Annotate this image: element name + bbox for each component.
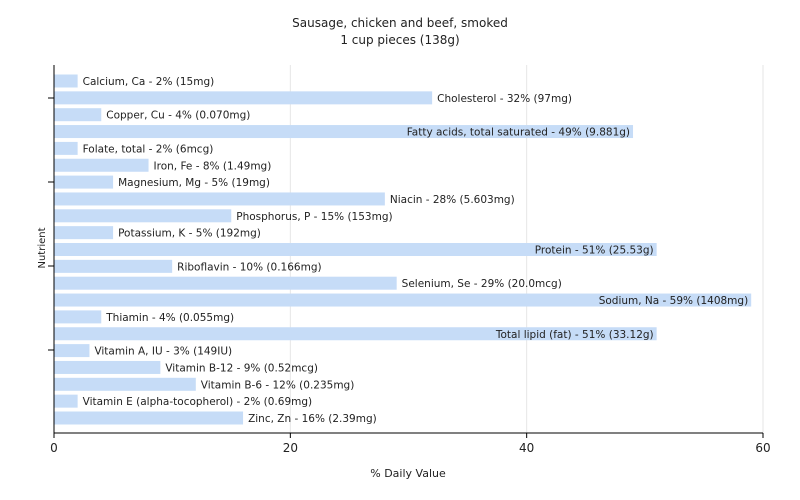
bar xyxy=(54,74,78,88)
chart-title: Sausage, chicken and beef, smoked xyxy=(292,16,508,30)
bar xyxy=(54,108,102,122)
bar xyxy=(54,276,397,290)
chart-subtitle: 1 cup pieces (138g) xyxy=(340,33,459,47)
bar xyxy=(54,226,114,240)
x-tick-label: 40 xyxy=(519,441,534,455)
bar xyxy=(54,158,149,172)
bar xyxy=(54,360,161,374)
bar xyxy=(54,125,634,139)
x-axis-label: % Daily Value xyxy=(370,467,446,480)
bar xyxy=(54,377,196,391)
bar xyxy=(54,259,173,273)
bar xyxy=(54,192,385,206)
bar xyxy=(54,141,78,155)
bars: Calcium, Ca - 2% (15mg) Cholesterol - 32%… xyxy=(54,74,752,425)
bar xyxy=(54,344,90,358)
y-axis-label: Nutrient xyxy=(37,227,48,268)
bar-label: Vitamin E (alpha-tocopherol) - 2% (0.69m… xyxy=(83,396,313,408)
bar-label: Phosphorus, P - 15% (153mg) xyxy=(236,211,392,223)
bar-label: Protein - 51% (25.53g) xyxy=(535,245,654,257)
bar-label: Zinc, Zn - 16% (2.39mg) xyxy=(248,413,377,425)
bar xyxy=(54,327,657,341)
bar xyxy=(54,293,752,307)
bar-label: Calcium, Ca - 2% (15mg) xyxy=(83,76,215,88)
bar xyxy=(54,394,78,408)
bar xyxy=(54,209,232,223)
bar-label: Folate, total - 2% (6mcg) xyxy=(83,143,214,155)
bar-label: Fatty acids, total saturated - 49% (9.88… xyxy=(407,127,630,139)
bar xyxy=(54,175,114,189)
bar-label: Iron, Fe - 8% (1.49mg) xyxy=(154,160,272,172)
x-tick-label: 20 xyxy=(283,441,298,455)
bar-label: Thiamin - 4% (0.055mg) xyxy=(105,312,234,324)
bar xyxy=(54,411,244,425)
bar-label: Riboflavin - 10% (0.166mg) xyxy=(177,261,321,273)
bar xyxy=(54,91,433,105)
bar xyxy=(54,310,102,324)
bar-label: Vitamin B-12 - 9% (0.52mcg) xyxy=(165,362,318,374)
bar-label: Selenium, Se - 29% (20.0mcg) xyxy=(402,278,562,290)
bar-label: Potassium, K - 5% (192mg) xyxy=(118,228,261,240)
bar-label: Niacin - 28% (5.603mg) xyxy=(390,194,515,206)
x-tick-label: 0 xyxy=(50,441,58,455)
bar-label: Copper, Cu - 4% (0.070mg) xyxy=(106,110,250,122)
bar-label: Sodium, Na - 59% (1408mg) xyxy=(599,295,748,307)
bar xyxy=(54,243,657,256)
bar-label: Vitamin B-6 - 12% (0.235mg) xyxy=(201,379,355,391)
bar-label: Cholesterol - 32% (97mg) xyxy=(437,93,572,105)
bar-label: Total lipid (fat) - 51% (33.12g) xyxy=(495,329,654,341)
axes: 0 20 40 60 xyxy=(48,65,771,455)
bar-label: Magnesium, Mg - 5% (19mg) xyxy=(118,177,270,189)
x-tick-label: 60 xyxy=(755,441,770,455)
bar-label: Vitamin A, IU - 3% (149IU) xyxy=(94,346,232,358)
